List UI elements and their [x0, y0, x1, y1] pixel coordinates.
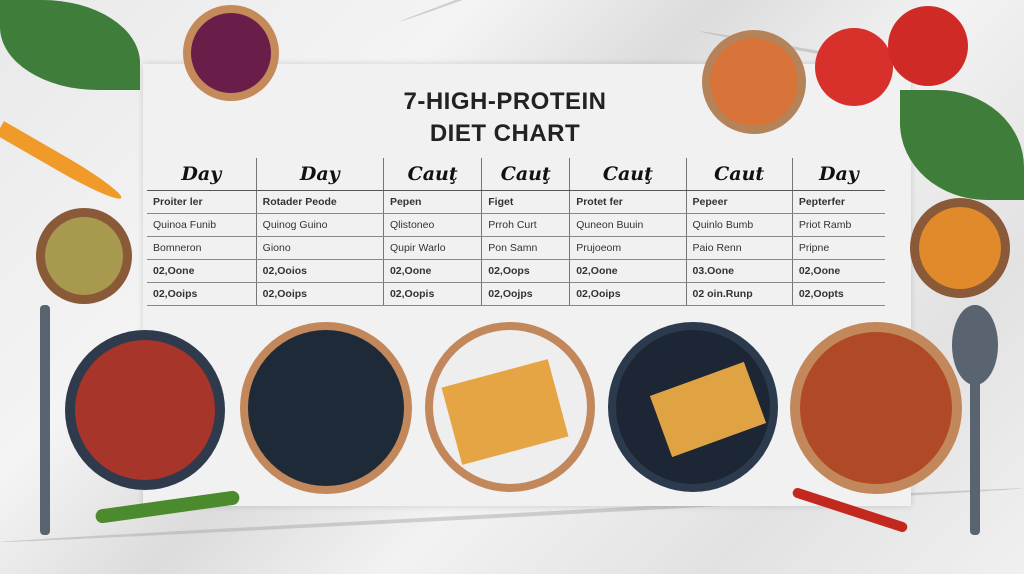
table-cell: 02,Ooips	[147, 282, 257, 306]
table-cell: Pepeer	[685, 190, 793, 214]
table-cell: Protet fer	[569, 190, 687, 214]
table-cell: Figet	[481, 190, 570, 214]
fish-plate-illustration	[608, 322, 778, 492]
spice-bowl-illustration	[910, 198, 1010, 298]
flatbread-plate-illustration	[425, 322, 595, 492]
table-cell: Prroh Curt	[481, 213, 570, 237]
zucchini-plate-illustration	[240, 322, 412, 494]
table-cell: 02,Oopts	[791, 282, 885, 306]
lentil-bowl-illustration	[702, 30, 806, 134]
table-cell: Priot Ramb	[791, 213, 885, 237]
table-cell: Giono	[255, 236, 384, 260]
beet-bowl-illustration	[183, 5, 279, 101]
column-header: Day	[147, 158, 257, 191]
diet-table: Day Day Cauţ Cauţ Cauţ Caut Day Proiter ler Rot…	[147, 158, 885, 306]
title-line-1: 7-HIGH-PROTEIN	[403, 88, 607, 115]
chili-bowl-illustration	[65, 330, 225, 490]
table-cell: 02,Ooips	[569, 282, 687, 306]
spoon-illustration	[952, 305, 998, 535]
table-cell: Quinoa Funib	[147, 213, 257, 237]
table-cell: Quinog Guino	[255, 213, 384, 237]
table-header-row: Day Day Cauţ Cauţ Cauţ Caut Day	[147, 158, 885, 191]
table-cell: 02,Oone	[791, 259, 885, 283]
table-cell: Paio Renn	[685, 236, 793, 260]
greens-illustration	[900, 90, 1024, 200]
table-cell: 02 oin.Runp	[685, 282, 793, 306]
table-cell: 02,Ooios	[255, 259, 384, 283]
table-row: Proiter ler Rotader Peode Pepen Figet Protet…	[147, 190, 885, 214]
table-row: 02,Ooips 02,Ooips 02,Oopis 02,Oojps 02,Ooips…	[147, 282, 885, 306]
table-row: 02,Oone 02,Ooios 02,Oone 02,Oops 02,Oone 03.O…	[147, 259, 885, 283]
carrot-illustration	[0, 121, 126, 205]
seeds-bowl-illustration	[36, 208, 132, 304]
table-cell: 02,Ooips	[255, 282, 384, 306]
table-cell: Pepen	[382, 190, 482, 214]
tomato-illustration	[815, 28, 893, 106]
column-header: Caut	[685, 158, 793, 191]
table-cell: 02,Oops	[481, 259, 570, 283]
fork-illustration	[40, 305, 50, 535]
tomato-illustration	[888, 6, 968, 86]
column-header: Day	[791, 158, 885, 191]
table-cell: Quneon Buuin	[569, 213, 687, 237]
title-line-2: DIET CHART	[429, 120, 581, 147]
greens-illustration	[0, 0, 140, 90]
table-cell: 02,Oone	[147, 259, 257, 283]
table-cell: 03.Oone	[685, 259, 793, 283]
table-cell: Quinlo Bumb	[685, 213, 793, 237]
table-cell: Pepterfer	[791, 190, 885, 214]
column-header: Cauţ	[569, 158, 687, 191]
table-cell: Pripne	[791, 236, 885, 260]
column-header: Cauţ	[481, 158, 570, 191]
table-cell: 02,Oone	[382, 259, 482, 283]
table-row: Bomneron Giono Qupir Warlo Pon Samn Prujoeom…	[147, 236, 885, 260]
page-title: 7-HIGH-PROTEIN DIET CHART	[330, 86, 680, 150]
table-cell: Qlistoneo	[382, 213, 482, 237]
stew-bowl-illustration	[790, 322, 962, 494]
table-cell: Pon Samn	[481, 236, 570, 260]
table-cell: Proiter ler	[147, 190, 257, 214]
table-cell: 02,Oone	[569, 259, 687, 283]
table-cell: Prujoeom	[569, 236, 687, 260]
table-cell: 02,Oojps	[481, 282, 570, 306]
table-row: Quinoa Funib Quinog Guino Qlistoneo Prroh C…	[147, 213, 885, 237]
table-cell: Qupir Warlo	[382, 236, 482, 260]
column-header: Day	[255, 158, 384, 191]
table-cell: Rotader Peode	[255, 190, 384, 214]
table-cell: 02,Oopis	[382, 282, 482, 306]
table-cell: Bomneron	[147, 236, 257, 260]
column-header: Cauţ	[382, 158, 482, 191]
